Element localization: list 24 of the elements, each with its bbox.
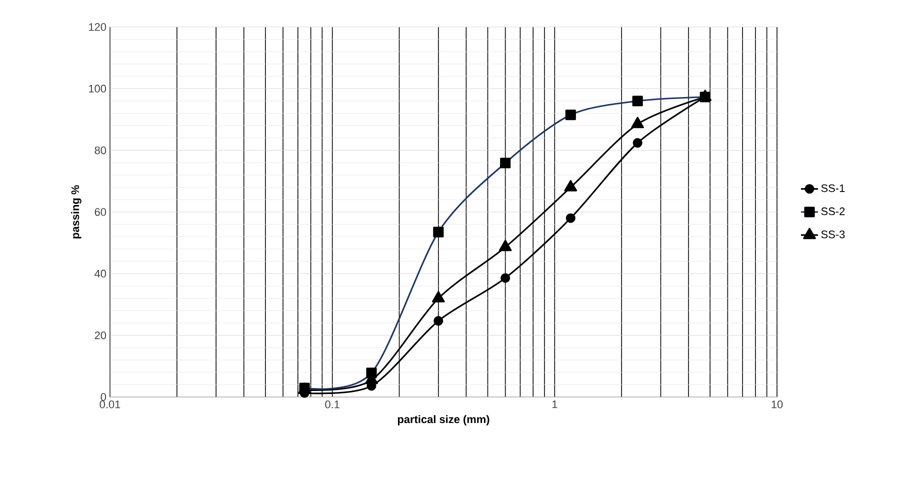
x-tick-label: 0.01 bbox=[100, 400, 120, 408]
point bbox=[564, 180, 578, 192]
x-tick-label: 10 bbox=[772, 400, 783, 408]
y-tick-label: 80 bbox=[94, 146, 106, 154]
y-tick-label: 0 bbox=[100, 393, 106, 401]
y-tick-label: 100 bbox=[89, 84, 106, 93]
legend-label: SS-2 bbox=[821, 207, 845, 216]
y-tick-label: 60 bbox=[94, 208, 106, 216]
point bbox=[566, 213, 576, 223]
point bbox=[631, 116, 644, 128]
point bbox=[498, 240, 512, 252]
point bbox=[500, 273, 510, 283]
y-tick-label: 20 bbox=[94, 331, 106, 340]
legend-label: SS-3 bbox=[821, 230, 845, 238]
x-tick-label: 1 bbox=[552, 400, 558, 408]
point bbox=[632, 138, 642, 148]
y-axis-title: passing % bbox=[71, 185, 82, 238]
legend-label: SS-1 bbox=[821, 184, 845, 192]
point bbox=[432, 291, 445, 302]
y-tick-label: 40 bbox=[94, 270, 106, 278]
point bbox=[434, 316, 444, 326]
x-axis-title: partical size (mm) bbox=[398, 415, 490, 426]
y-tick-label: 120 bbox=[89, 23, 106, 31]
x-tick-label: 0.1 bbox=[325, 400, 340, 408]
